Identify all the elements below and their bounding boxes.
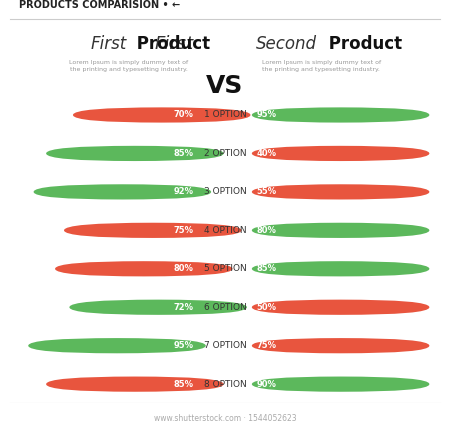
Text: Second: Second — [256, 35, 317, 53]
FancyBboxPatch shape — [46, 146, 224, 161]
Text: 8 OPTION: 8 OPTION — [203, 380, 247, 389]
FancyBboxPatch shape — [252, 376, 429, 392]
Text: 85%: 85% — [174, 380, 194, 389]
Text: 40%: 40% — [256, 149, 276, 158]
Text: 75%: 75% — [174, 226, 194, 235]
Text: 72%: 72% — [174, 303, 194, 312]
Text: VS: VS — [206, 74, 244, 98]
Text: Product: Product — [131, 35, 210, 53]
Text: Lorem Ipsum is simply dummy text of
the printing and typesetting industry.: Lorem Ipsum is simply dummy text of the … — [261, 60, 381, 72]
Text: 6 OPTION: 6 OPTION — [203, 303, 247, 312]
FancyBboxPatch shape — [55, 261, 233, 276]
FancyBboxPatch shape — [252, 300, 429, 315]
Text: 85%: 85% — [256, 264, 276, 273]
Text: Lorem Ipsum is simply dummy text of
the printing and typesetting industry.: Lorem Ipsum is simply dummy text of the … — [69, 60, 189, 72]
Text: 50%: 50% — [256, 303, 276, 312]
FancyBboxPatch shape — [73, 107, 251, 123]
Text: 3 OPTION: 3 OPTION — [203, 187, 247, 196]
Text: 95%: 95% — [174, 341, 194, 350]
FancyBboxPatch shape — [28, 338, 206, 353]
Text: 75%: 75% — [256, 341, 276, 350]
Text: 1 OPTION: 1 OPTION — [203, 111, 247, 119]
Text: 55%: 55% — [256, 187, 276, 196]
FancyBboxPatch shape — [252, 338, 429, 353]
Text: www.shutterstock.com · 1544052623: www.shutterstock.com · 1544052623 — [154, 414, 296, 422]
Text: 70%: 70% — [174, 111, 194, 119]
FancyBboxPatch shape — [252, 107, 429, 123]
Text: 80%: 80% — [174, 264, 194, 273]
Text: 2 OPTION: 2 OPTION — [204, 149, 246, 158]
Text: 92%: 92% — [174, 187, 194, 196]
Text: 80%: 80% — [256, 226, 276, 235]
FancyBboxPatch shape — [252, 223, 429, 238]
Text: PRODUCTS COMPARISION • ←: PRODUCTS COMPARISION • ← — [19, 0, 180, 11]
FancyBboxPatch shape — [252, 146, 429, 161]
Text: 85%: 85% — [174, 149, 194, 158]
FancyBboxPatch shape — [69, 300, 247, 315]
FancyBboxPatch shape — [46, 376, 224, 392]
Text: Product: Product — [324, 35, 402, 53]
Text: 4 OPTION: 4 OPTION — [204, 226, 246, 235]
FancyBboxPatch shape — [252, 261, 429, 276]
FancyBboxPatch shape — [64, 223, 242, 238]
Text: 5 OPTION: 5 OPTION — [203, 264, 247, 273]
Text: 90%: 90% — [256, 380, 276, 389]
FancyBboxPatch shape — [34, 184, 211, 200]
Text: 7 OPTION: 7 OPTION — [203, 341, 247, 350]
FancyBboxPatch shape — [252, 184, 429, 200]
Text: 95%: 95% — [256, 111, 276, 119]
Text: First: First — [154, 35, 194, 53]
Text: First: First — [90, 35, 126, 53]
